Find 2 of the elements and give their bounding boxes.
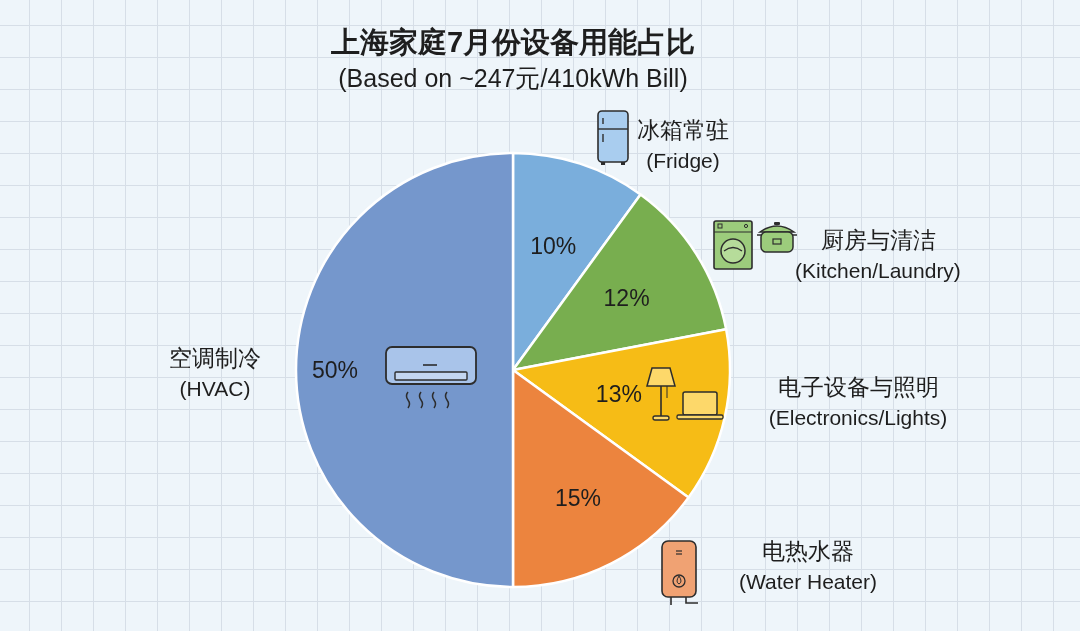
title: 上海家庭7月份设备用能占比 [330, 26, 696, 58]
subtitle: (Based on ~247元/410kWh Bill) [338, 64, 688, 92]
